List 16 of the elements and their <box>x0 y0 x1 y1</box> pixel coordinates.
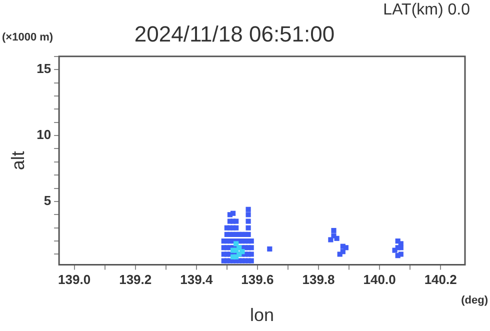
x-tick-label: 140.2 <box>424 272 457 288</box>
y-tick-label: 10 <box>36 127 52 142</box>
x-tick-label: 139.4 <box>180 272 214 288</box>
text: (deg) <box>461 294 488 307</box>
chart-title: 2024/11/18 06:51:00 <box>134 21 335 46</box>
x-axis-title: lon <box>250 305 274 326</box>
x-tick-label: 139.6 <box>241 272 274 288</box>
x-tick-label: 139.0 <box>58 272 91 288</box>
x-tick-label: 140.0 <box>363 272 396 288</box>
text: (×1000 m) <box>2 32 54 44</box>
y-tick-label: 5 <box>44 193 52 208</box>
x-tick-label: 139.8 <box>302 272 335 288</box>
x-tick-label: 139.2 <box>119 272 152 288</box>
text: LAT(km) 0.0 <box>383 1 470 18</box>
y-axis-title: alt <box>8 151 28 170</box>
y-tick-label: 15 <box>36 61 52 76</box>
